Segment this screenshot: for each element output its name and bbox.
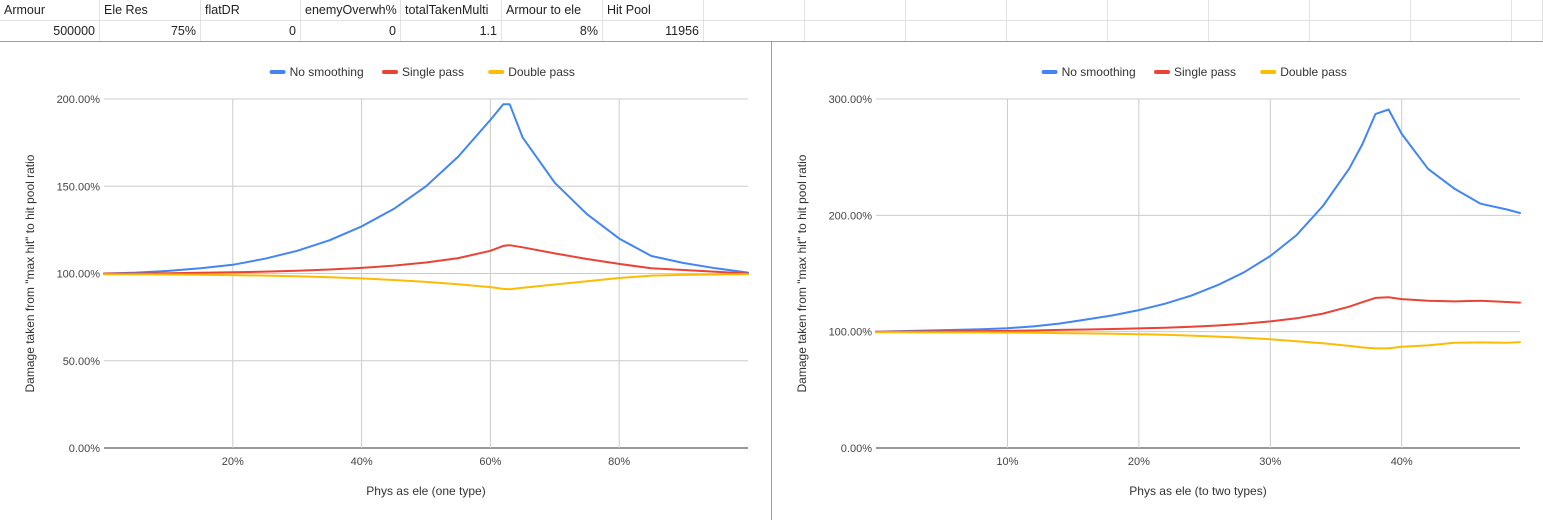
empty-cell[interactable] <box>805 0 906 20</box>
series-line-double-pass <box>103 273 749 291</box>
empty-cell[interactable] <box>805 21 906 41</box>
header-cell-enemy-overwhelm[interactable]: enemyOverwh% <box>301 0 401 20</box>
empty-cell[interactable] <box>1310 0 1411 20</box>
header-row: Armour Ele Res flatDR enemyOverwh% total… <box>0 0 1543 20</box>
legend-label: No smoothing <box>290 65 364 79</box>
chart-divider <box>771 41 772 520</box>
series-line-no-smoothing <box>875 108 1521 333</box>
empty-cell[interactable] <box>704 0 805 20</box>
empty-cell[interactable] <box>1209 21 1310 41</box>
legend-label: No smoothing <box>1062 65 1136 79</box>
x-axis-title: Phys as ele (to two types) <box>1129 484 1266 498</box>
value-cell-armour-to-ele[interactable]: 8% <box>502 21 603 41</box>
value-cell-flatdr[interactable]: 0 <box>201 21 301 41</box>
empty-cell[interactable] <box>1108 21 1209 41</box>
y-tick-label: 150.00% <box>57 181 101 193</box>
y-tick-label: 300.00% <box>829 94 873 106</box>
header-cell-total-taken-multi[interactable]: totalTakenMulti <box>401 0 502 20</box>
x-tick-label: 40% <box>1391 456 1413 468</box>
y-tick-label: 100.00% <box>829 327 873 339</box>
empty-cell[interactable] <box>1108 0 1209 20</box>
empty-cell[interactable] <box>1310 21 1411 41</box>
y-tick-label: 100.00% <box>57 269 101 281</box>
x-tick-label: 20% <box>1128 456 1150 468</box>
legend-label: Double pass <box>1280 65 1347 79</box>
empty-cell[interactable] <box>906 21 1007 41</box>
value-row: 500000 75% 0 0 1.1 8% 11956 <box>0 20 1543 41</box>
header-cell-hit-pool[interactable]: Hit Pool <box>603 0 704 20</box>
header-cell-ele-res[interactable]: Ele Res <box>100 0 201 20</box>
y-tick-label: 200.00% <box>829 210 873 222</box>
y-tick-label: 0.00% <box>69 443 100 455</box>
chart-one-type[interactable]: 0.00% 50.00% 100.00% 150.00% 200.00% 20% 40% 60… <box>0 43 771 520</box>
y-tick-label: 0.00% <box>841 443 872 455</box>
legend-label: Single pass <box>402 65 464 79</box>
x-tick-label: 60% <box>479 456 501 468</box>
series-line-double-pass <box>875 331 1521 350</box>
x-tick-label: 30% <box>1259 456 1281 468</box>
empty-cell[interactable] <box>1209 0 1310 20</box>
legend-label: Double pass <box>508 65 575 79</box>
empty-cell[interactable] <box>1007 0 1108 20</box>
empty-cell[interactable] <box>1411 0 1512 20</box>
chart-two-types[interactable]: 0.00% 100.00% 200.00% 300.00% 10% 20% 30% 40% No… <box>772 43 1543 520</box>
y-axis-title: Damage taken from "max hit" to hit pool … <box>23 154 37 392</box>
legend-label: Single pass <box>1174 65 1236 79</box>
x-tick-label: 10% <box>996 456 1018 468</box>
empty-cell[interactable] <box>1411 21 1512 41</box>
value-cell-ele-res[interactable]: 75% <box>100 21 201 41</box>
x-tick-label: 40% <box>351 456 373 468</box>
empty-cell[interactable] <box>1512 21 1543 41</box>
x-axis-title: Phys as ele (one type) <box>366 484 485 498</box>
y-tick-label: 200.00% <box>57 94 101 106</box>
empty-cell[interactable] <box>704 21 805 41</box>
header-cell-flatdr[interactable]: flatDR <box>201 0 301 20</box>
empty-cell[interactable] <box>1007 21 1108 41</box>
y-tick-label: 50.00% <box>63 356 101 368</box>
empty-cell[interactable] <box>906 0 1007 20</box>
value-cell-hit-pool[interactable]: 11956 <box>603 21 704 41</box>
value-cell-armour[interactable]: 500000 <box>0 21 100 41</box>
x-tick-label: 80% <box>608 456 630 468</box>
series-line-single-pass <box>103 244 749 275</box>
y-axis-title: Damage taken from "max hit" to hit pool … <box>795 154 809 392</box>
value-cell-enemy-overwhelm[interactable]: 0 <box>301 21 401 41</box>
empty-cell[interactable] <box>1512 0 1543 20</box>
series-line-no-smoothing <box>103 103 749 275</box>
spreadsheet-grid: Armour Ele Res flatDR enemyOverwh% total… <box>0 0 1543 42</box>
value-cell-total-taken-multi[interactable]: 1.1 <box>401 21 502 41</box>
header-cell-armour[interactable]: Armour <box>0 0 100 20</box>
series-line-single-pass <box>875 296 1521 333</box>
header-cell-armour-to-ele[interactable]: Armour to ele <box>502 0 603 20</box>
x-tick-label: 20% <box>222 456 244 468</box>
